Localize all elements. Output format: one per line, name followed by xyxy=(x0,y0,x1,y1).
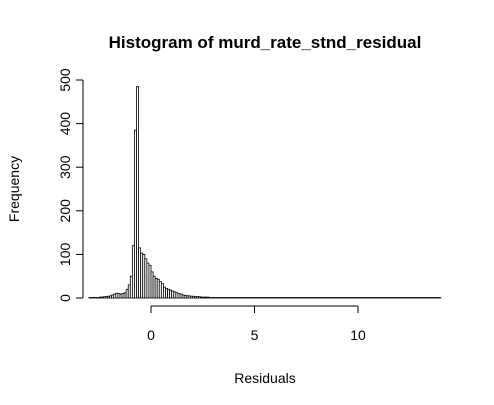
y-tick-label: 300 xyxy=(57,155,73,179)
y-tick-label: 200 xyxy=(57,199,73,223)
y-tick-label: 0 xyxy=(57,294,73,302)
x-axis-ticks: 0 5 10 xyxy=(147,306,366,343)
x-tick-label: 10 xyxy=(350,327,366,343)
x-axis-label: Residuals xyxy=(234,370,295,386)
x-tick-label: 5 xyxy=(251,327,259,343)
y-tick-label: 400 xyxy=(57,112,73,136)
histogram-bar xyxy=(136,86,139,299)
chart-title: Histogram of murd_rate_stnd_residual xyxy=(109,33,422,52)
y-tick-label: 500 xyxy=(57,68,73,92)
histogram-bars xyxy=(88,86,442,299)
y-axis-ticks: 0 100 200 300 400 500 xyxy=(57,68,83,302)
x-tick-label: 0 xyxy=(147,327,155,343)
y-axis-label: Frequency xyxy=(6,156,22,222)
y-tick-label: 100 xyxy=(57,243,73,267)
